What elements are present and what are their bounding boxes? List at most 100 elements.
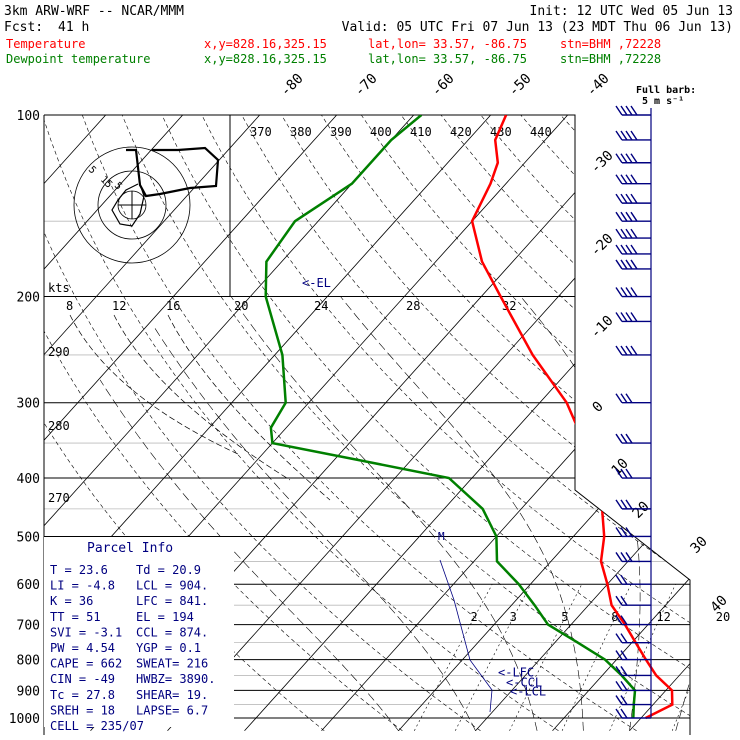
parcel-info-title: Parcel Info [87, 541, 173, 556]
parcel-info-right-0: Td = 20.9 [136, 563, 201, 577]
wind-barb-flag [620, 695, 628, 705]
wind-barb-flag [620, 595, 628, 606]
mixed-layer-marker: M [438, 530, 445, 543]
parcel-info-left-9: SREH = 18 [50, 703, 115, 717]
dry-adiabat-380 [440, 115, 690, 732]
wind-barb-flag [615, 228, 623, 239]
dry-adiabat-270 [44, 115, 481, 732]
dry-adiabat-340 [281, 115, 690, 732]
wind-barb-600 [615, 574, 651, 585]
theta-label-440: 440 [530, 125, 552, 139]
wind-barb-800 [615, 650, 651, 661]
theta-label-400: 400 [370, 125, 392, 139]
wind-barb-1000 [615, 708, 651, 719]
wind-barb-flag [620, 105, 628, 116]
moist-adiabat-26 [675, 296, 690, 731]
wind-barb-flag [620, 433, 628, 444]
parcel-info-left-2: K = 36 [50, 594, 93, 608]
height-label-270: 270 [48, 491, 70, 505]
wind-barb-flag [615, 527, 623, 537]
wind-barb-flag [625, 468, 633, 479]
wind-barb-flag [625, 153, 633, 164]
moist-adiabat-14 [340, 296, 584, 731]
wind-barb-flag [620, 574, 628, 585]
hodo-speed-label-28: 28 [406, 299, 420, 313]
parcel-info-left-0: T = 23.6 [50, 563, 108, 577]
wind-barb-160 [615, 228, 651, 239]
wind-barb-flag [620, 287, 628, 297]
mixing-ratio-line-8 [561, 584, 632, 731]
wind-barb-flag [625, 312, 633, 322]
wind-barb-flag [620, 244, 628, 255]
isotherm-label--70: -70 [352, 71, 381, 100]
wind-barb-flag [620, 527, 628, 537]
moist-adiabat--10 [99, 379, 399, 731]
temperature-xy: x,y=828.16,325.15 [204, 37, 327, 51]
pressure-label-300: 300 [17, 397, 40, 412]
init-time: Init: 12 UTC Wed 05 Jun 13 [530, 4, 734, 19]
theta-label-410: 410 [410, 125, 432, 139]
hodo-speed-label-24: 24 [314, 299, 328, 313]
mixing-ratio-line-2 [414, 584, 493, 731]
hodo-speed-label-8: 8 [66, 299, 73, 313]
dry-adiabat-400 [520, 115, 690, 732]
mixing-ratio-line-3 [455, 584, 532, 731]
dry-adiabat-420 [600, 115, 690, 732]
parcel-info-right-2: LFC = 841. [136, 594, 208, 608]
parcel-info-right-7: HWBZ= 3890. [136, 672, 215, 686]
hodograph-ring-label-5: 5 [86, 164, 98, 176]
dry-adiabat-360 [361, 115, 690, 732]
wind-barb-flag [625, 244, 633, 255]
mixing-ratio-label-20: 20 [716, 610, 730, 624]
wind-barb-flag [620, 650, 628, 660]
isotherm-30 [707, 115, 740, 731]
dry-adiabat-280 [44, 115, 559, 732]
hodo-speed-curve-0 [69, 314, 241, 456]
wind-barb-flag [630, 244, 638, 255]
isotherm--90 [44, 115, 337, 732]
wind-barb-flag [625, 552, 633, 562]
isotherm-label-30: 30 [688, 534, 711, 557]
wind-barb-150 [615, 211, 651, 222]
dewpoint-profile [264, 115, 637, 719]
wind-barb-flag [630, 228, 638, 239]
wind-barb-flag [630, 105, 638, 116]
parcel-info-left-3: TT = 51 [50, 610, 101, 624]
wind-barb-flag [625, 211, 633, 222]
mixing-ratio-label-12: 12 [656, 610, 670, 624]
wind-barb-flag [625, 287, 633, 297]
hodograph-ring-25 [73, 146, 191, 264]
wind-barb-200 [615, 287, 651, 298]
wind-barb-flag [620, 666, 628, 676]
hodo-speed-label-32: 32 [502, 299, 516, 313]
parcel-info-left-5: PW = 4.54 [50, 641, 115, 655]
wind-barb-flag [620, 708, 628, 719]
isotherm-label--40: -40 [584, 71, 613, 100]
wind-barb-flag [615, 312, 623, 322]
moist-adiabat-20 [520, 296, 641, 731]
hodo-speed-label-12: 12 [112, 299, 126, 313]
header-svg: 3km ARW-WRF -- NCAR/MMM Init: 12 UTC Wed… [4, 4, 734, 66]
parcel-info-right-1: LCL = 904. [136, 579, 208, 593]
wind-barb-flag [615, 681, 623, 691]
wind-barb-flag [615, 695, 623, 705]
parcel-info-left-6: CAPE = 662 [50, 657, 122, 671]
dewpoint-latlon: lat,lon= 33.57, -86.75 [368, 52, 527, 66]
wind-barb-100 [615, 105, 651, 116]
isotherm-label--80: -80 [278, 71, 307, 100]
wind-barb-flag [615, 287, 623, 297]
parcel-path [439, 559, 493, 713]
wind-barb-flag [620, 193, 628, 204]
hodograph-ring-15 [97, 170, 167, 240]
dry-adiabat-290 [82, 115, 637, 732]
dry-adiabat-450 [720, 115, 740, 731]
wind-barb-flag [625, 193, 633, 204]
wind-barb-flag [620, 552, 628, 562]
valid-time: Valid: 05 UTC Fri 07 Jun 13 (23 MDT Thu … [342, 20, 733, 35]
theta-label-380: 380 [290, 125, 312, 139]
wind-barb-flag [630, 287, 638, 297]
wind-barb-flag [615, 468, 623, 479]
wind-barb-flag [620, 228, 628, 239]
wind-barb-flag [615, 211, 623, 222]
